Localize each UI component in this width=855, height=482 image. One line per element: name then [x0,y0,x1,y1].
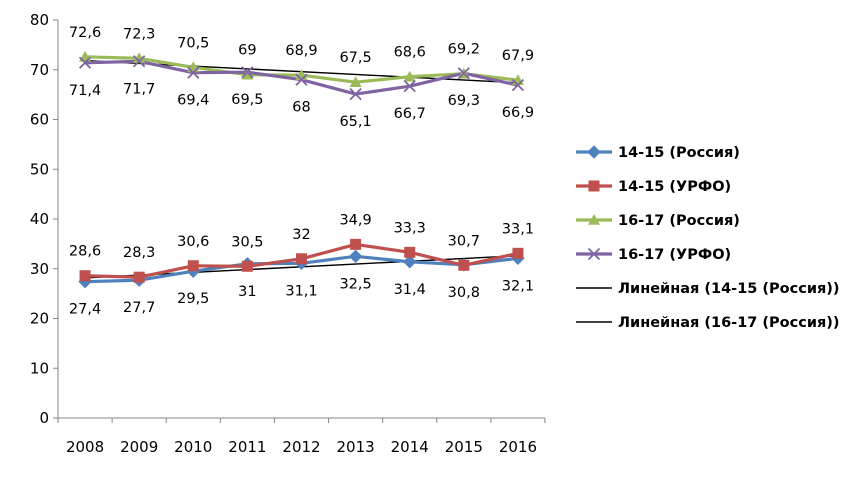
data-label: 69,3 [448,93,480,109]
data-point [458,259,470,271]
data-label: 32,5 [339,276,371,292]
data-label: 34,9 [339,212,371,228]
y-tick-label: 60 [30,111,49,129]
data-label: 70,5 [177,35,209,51]
data-point [79,270,91,282]
x-tick-label: 2013 [337,438,375,456]
data-label: 71,7 [123,81,155,97]
legend-marker [588,214,600,225]
x-tick-label: 2012 [282,438,320,456]
data-label: 29,5 [177,291,209,307]
data-label: 72,6 [69,25,101,41]
x-tick-label: 2015 [445,438,483,456]
data-point [241,68,254,80]
data-point [241,260,253,272]
data-label: 27,4 [69,302,101,318]
x-tick-label: 2016 [499,438,537,456]
y-tick-label: 80 [30,11,49,29]
legend-label: 14-15 (УРФО) [618,179,731,195]
y-tick-label: 10 [30,359,49,377]
legend-label: Линейная (16-17 (Россия)) [618,315,840,331]
data-label: 28,6 [69,244,101,260]
data-label: 32 [292,227,310,243]
y-tick-label: 20 [30,310,49,328]
data-point [133,52,146,64]
legend-label: 16-17 (Россия) [618,213,740,229]
y-tick-label: 50 [30,160,49,178]
data-label: 31,1 [285,283,317,299]
data-point [457,67,470,80]
legend-label: Линейная (14-15 (Россия)) [618,281,840,297]
data-label: 31,4 [394,282,426,298]
data-point [349,87,362,101]
series-markers [78,50,525,289]
data-point [512,247,524,259]
data-point [511,79,525,92]
y-tick-label: 40 [30,210,49,228]
x-tick-label: 2014 [391,438,429,456]
data-label: 68,9 [285,43,317,59]
data-label: 69,4 [177,93,209,109]
data-point [187,66,200,79]
data-label: 72,3 [123,26,155,42]
data-label: 28,3 [123,245,155,261]
data-point [133,55,146,68]
data-point [348,249,363,264]
data-label: 30,6 [177,234,209,250]
data-labels: 27,4 27,7 29,5 31 31,1 32,5 31,4 30,8 32,1 28,6 28… [69,25,534,318]
data-point [403,255,417,269]
legend: 14-15 (Россия) 14-15 (УРФО) 16-17 (Россия)… [576,145,840,331]
x-tick-label: 2011 [228,438,266,456]
data-label: 30,5 [231,234,263,250]
x-tick-label: 2010 [174,438,212,456]
data-label: 66,7 [394,106,426,122]
x-tick-label: 2008 [66,438,104,456]
data-point [78,56,92,69]
data-label: 69,5 [231,92,263,108]
axes: 0 10 20 30 40 50 60 70 80 2008 2009 2010 2011 2012 201… [30,11,546,456]
data-label: 66,9 [502,105,534,121]
data-point [403,80,416,93]
x-tick-label: 2009 [120,438,158,456]
data-point [349,76,362,87]
data-label: 27,7 [123,300,155,316]
data-label: 65,1 [339,114,371,130]
data-point [403,70,416,82]
data-label: 32,1 [502,278,534,294]
data-point [296,253,307,265]
data-label: 67,5 [339,50,371,66]
legend-marker [588,180,600,192]
legend-label: 16-17 (УРФО) [618,247,731,263]
legend-marker [587,145,601,159]
y-tick-label: 30 [30,260,49,278]
data-label: 69,2 [448,42,480,58]
data-label: 68 [292,100,310,116]
data-label: 33,3 [394,220,426,236]
data-label: 33,1 [502,221,534,237]
data-label: 31 [238,284,256,300]
data-point [241,66,254,79]
data-label: 68,6 [394,45,426,61]
y-tick-label: 70 [30,61,49,79]
data-label: 69 [238,43,256,59]
data-point [350,238,362,250]
y-tick-label: 0 [39,409,49,427]
data-label: 30,7 [448,233,480,249]
data-label: 67,9 [502,48,534,64]
data-point [187,260,199,272]
legend-label: 14-15 (Россия) [618,145,740,161]
data-label: 71,4 [69,83,101,99]
data-point [295,73,308,86]
data-point [404,246,416,258]
legend-marker [587,247,601,261]
data-label: 30,8 [448,285,480,301]
data-point [133,271,145,283]
